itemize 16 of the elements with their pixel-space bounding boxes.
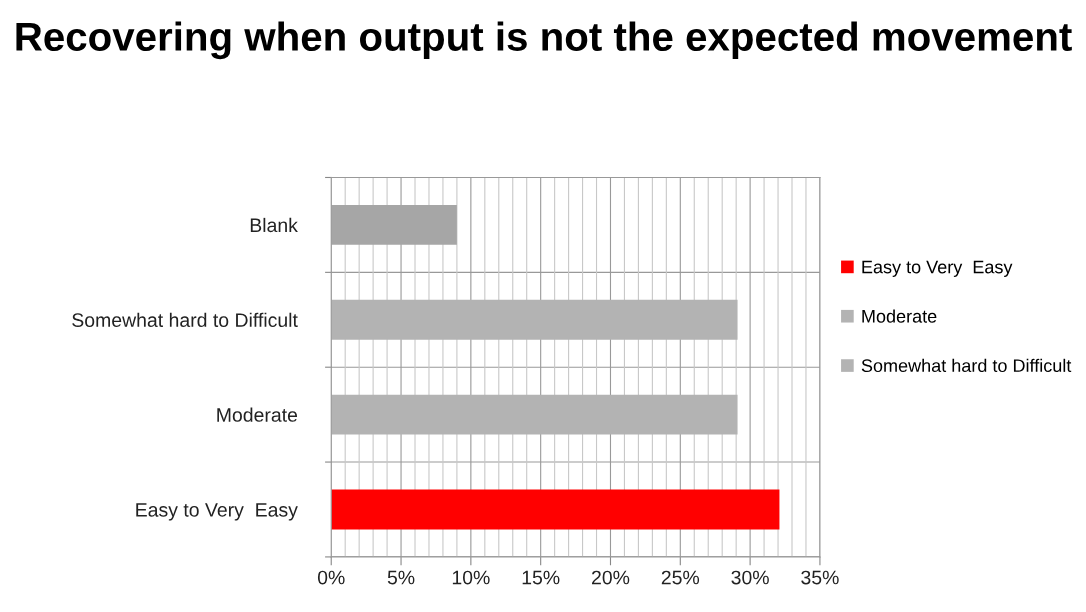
x-tick-label: 0% [317, 570, 345, 585]
legend-label: Somewhat hard to Difficult [861, 358, 1072, 373]
x-tick-label: 5% [387, 570, 415, 585]
x-tick-label: 20% [592, 570, 630, 585]
chart-title: Recovering when output is not the expected movement [16, 21, 1072, 60]
y-tick-label: Moderate [217, 407, 298, 422]
y-tick-label: Somewhat hard to Difficult [72, 312, 298, 328]
x-tick-label: 35% [801, 570, 839, 585]
y-tick-label: Easy to Very Easy [136, 503, 298, 521]
x-tick-label: 10% [452, 570, 490, 585]
x-tick-label: 30% [731, 570, 769, 585]
x-tick-label: 25% [661, 570, 700, 585]
x-tick-label: 15% [522, 570, 560, 585]
legend-label: Moderate [862, 309, 937, 323]
legend-label: Easy to Very Easy [862, 260, 1013, 277]
y-tick-label: Blank [250, 217, 298, 233]
